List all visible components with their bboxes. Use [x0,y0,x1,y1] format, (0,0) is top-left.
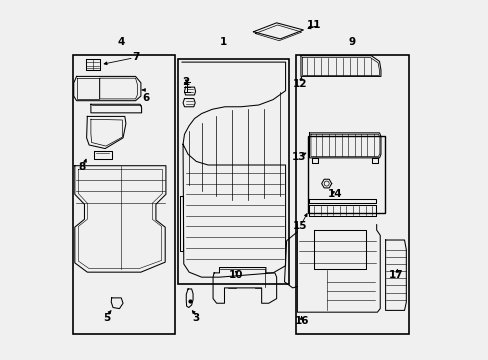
Text: 16: 16 [294,316,308,326]
Bar [296,55,408,334]
Text: 6: 6 [142,93,150,103]
Text: 17: 17 [388,270,403,280]
Text: 12: 12 [292,78,306,89]
Text: 5: 5 [103,312,110,323]
Text: 8: 8 [78,162,85,172]
Text: 2: 2 [182,77,189,87]
Text: 10: 10 [228,270,243,280]
Text: 7: 7 [132,52,139,62]
Text: 14: 14 [327,189,342,199]
Bar [307,136,384,213]
Bar [178,59,288,284]
Text: 1: 1 [219,37,226,48]
Text: 15: 15 [292,221,306,231]
Text: 3: 3 [192,312,200,323]
Text: 11: 11 [306,19,321,30]
Bar [73,55,175,334]
Text: 9: 9 [347,37,354,48]
Text: 13: 13 [291,152,306,162]
Text: 4: 4 [117,37,125,48]
